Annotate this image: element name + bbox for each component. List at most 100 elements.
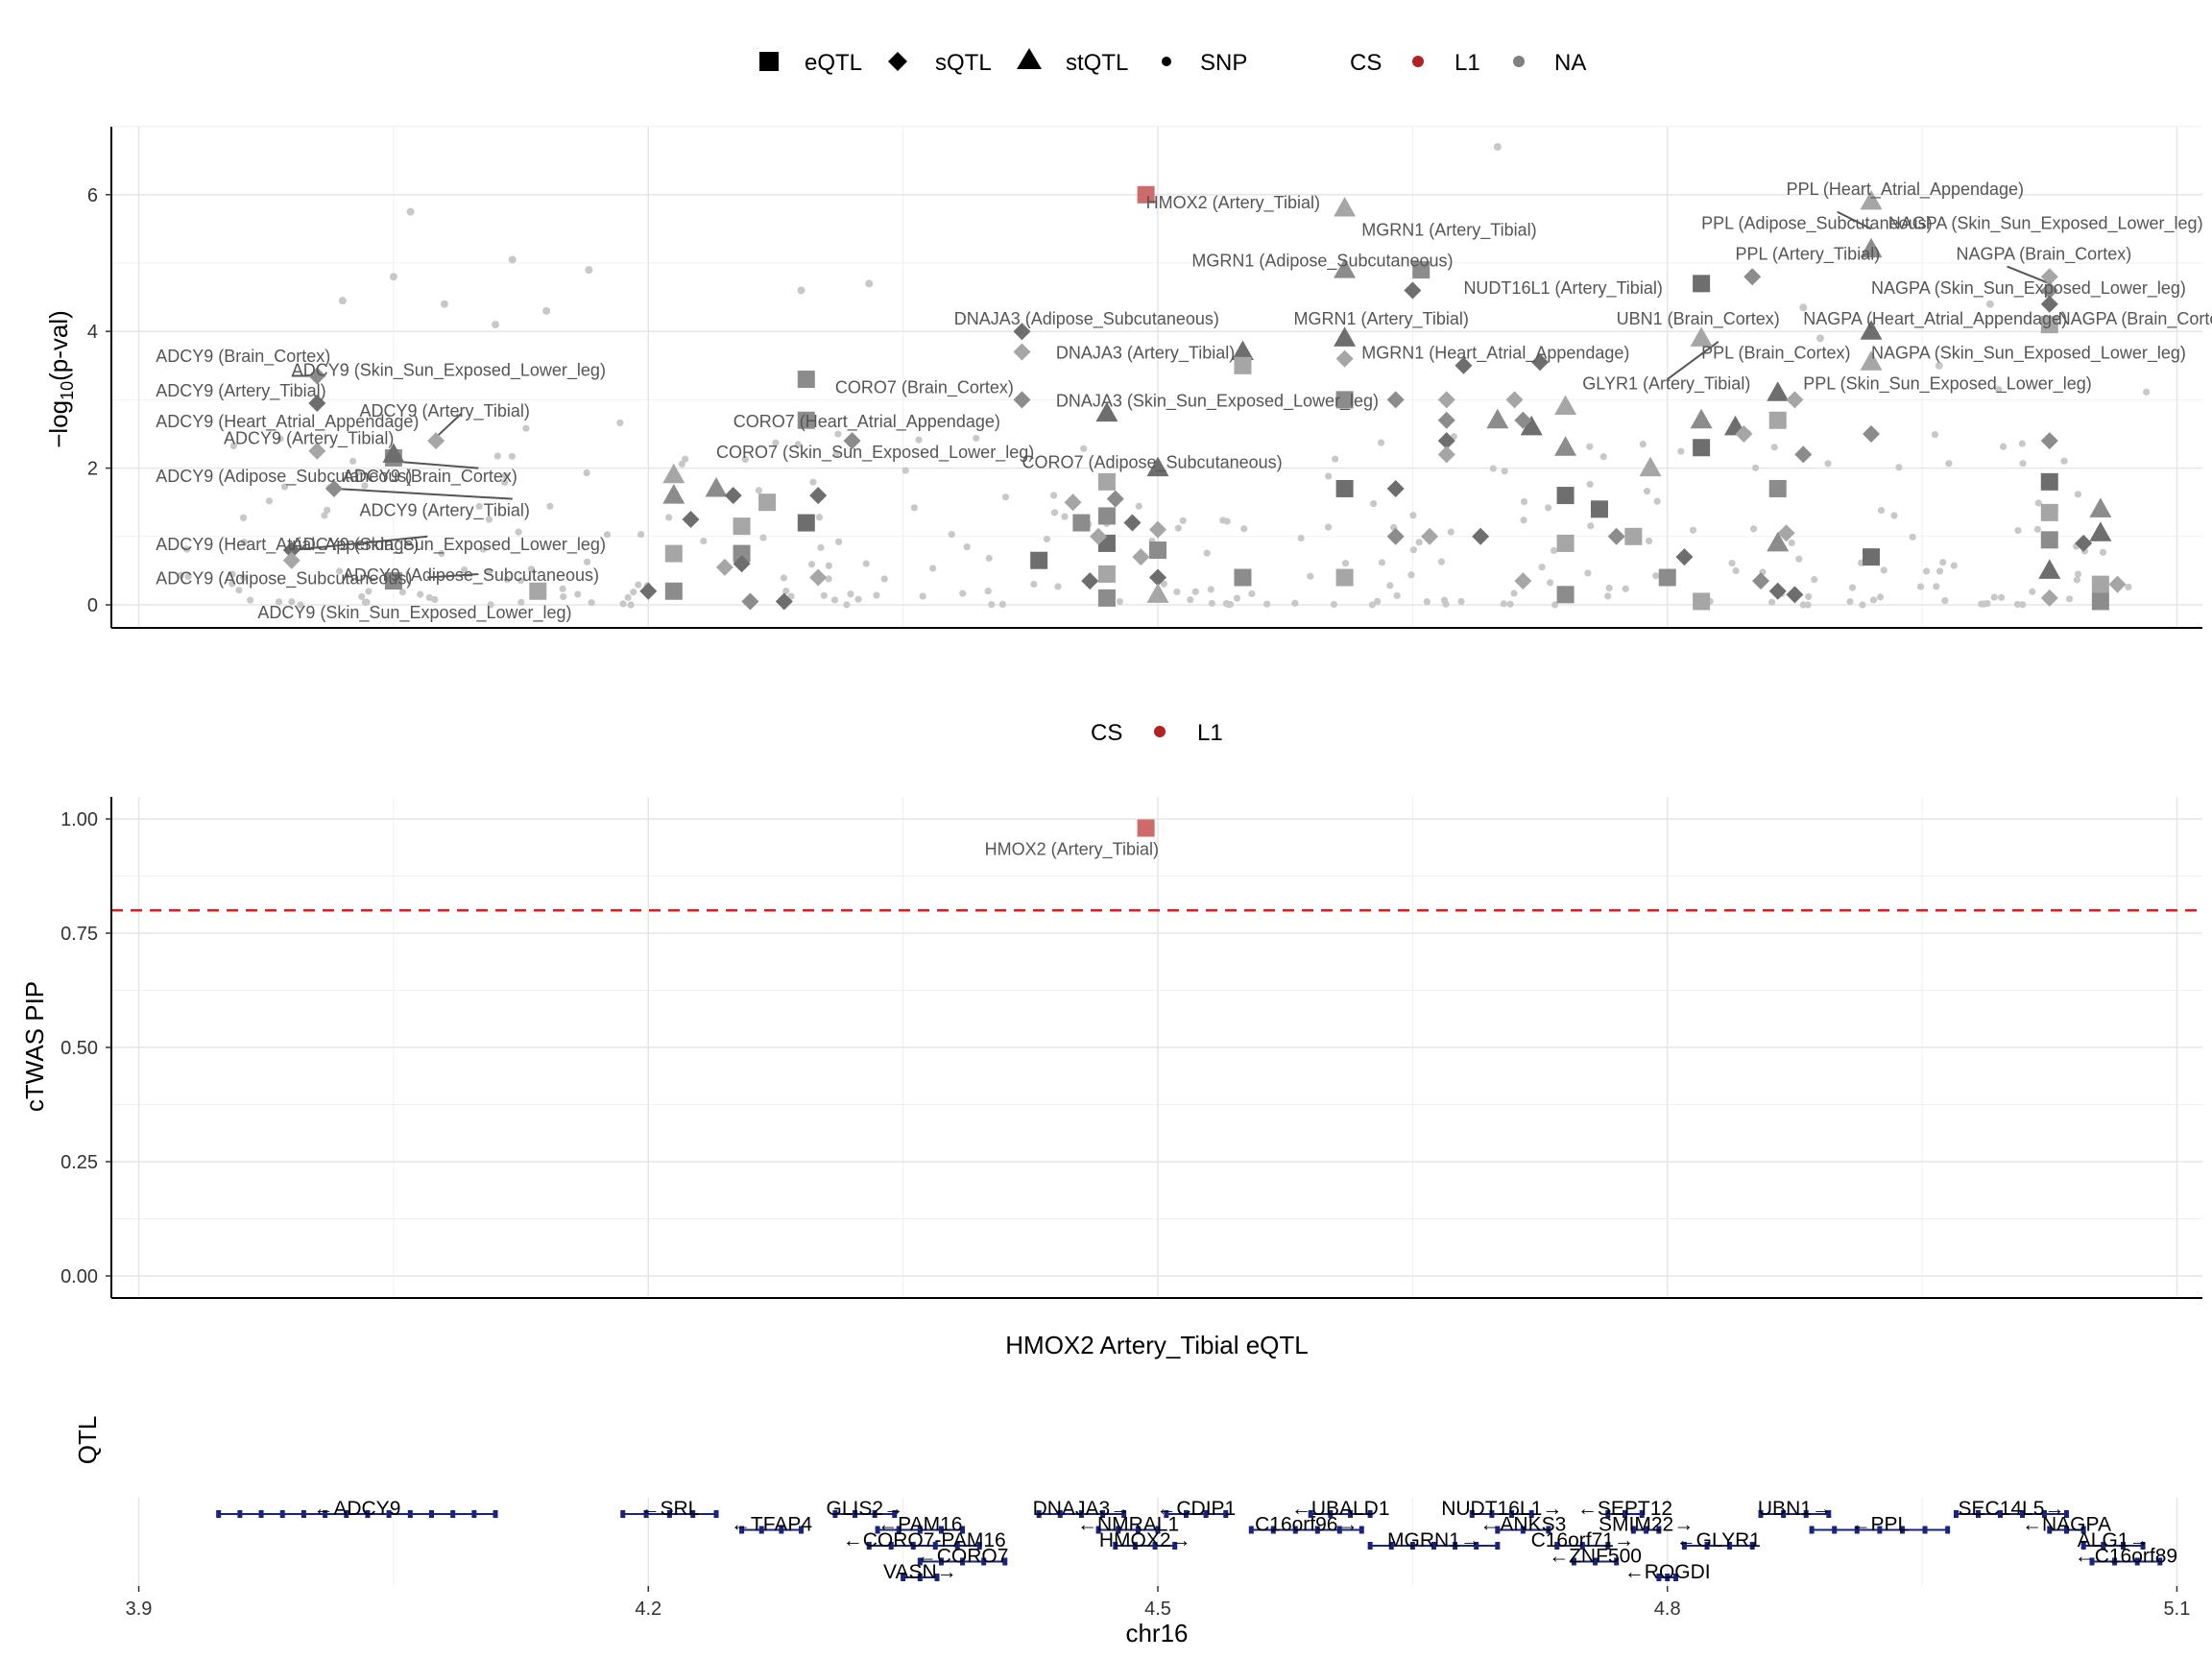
eqtl-point [733,517,751,536]
gene-exon [620,1510,626,1518]
label-connector [2007,265,2051,285]
snp-dot [288,598,296,606]
gene-label: ←TFAP4 [731,1514,813,1536]
gene-exon [917,1574,923,1581]
sqtl-point [308,367,326,385]
sqtl-point [2040,589,2058,607]
snp-dot [948,531,955,539]
snp-dot [527,565,535,573]
gene-exon [386,1510,392,1518]
snp-dot [585,266,593,275]
snp-dot [2019,601,2027,609]
legend-cs-title: CS [1350,50,1382,76]
sqtl-point [1386,479,1405,497]
snp-dot [1980,600,1987,608]
eqtl-point [2040,472,2058,491]
snp-dot [759,534,767,541]
label-connector [1837,210,1872,230]
gene-exon [1057,1510,1063,1518]
snp-dot [1945,460,1953,468]
gene-exon [892,1510,898,1518]
gene-exon [1877,1526,1883,1534]
gene-exon [1078,1510,1084,1518]
snp-dot [1732,566,1740,575]
gene-exon [832,1510,838,1518]
snp-dot [417,590,424,598]
snp-dot [1135,502,1142,510]
gene-exon [666,1510,672,1518]
snp-dot [517,577,525,585]
snp-dot [335,567,344,575]
gene-label: C16orf71→ [1531,1529,1634,1551]
snp-dot [1173,588,1181,596]
snp-dot [835,538,843,545]
sqtl-point [1064,493,1082,512]
gene-exon [1358,1526,1364,1534]
sqtl-point [308,394,326,412]
gene-exon [1155,1526,1161,1534]
x-tick-label: 4.2 [635,1599,661,1620]
gene-exon [1270,1526,1276,1534]
snp-dot [1931,431,1939,439]
gene-exon [301,1510,306,1518]
eqtl-point [1693,592,1711,611]
snp-dot [486,568,493,576]
snp-dot [787,592,795,600]
gene-exon [1803,1510,1809,1518]
gene-track-panel: HMOX2 Artery_Tibial eQTL QTL ←ADCY9 ←SRL←… [73,1331,2190,1647]
snp-dot [854,595,862,603]
snp-dot [2074,570,2082,578]
gene-label: ←ROGDI [1624,1561,1711,1583]
snp-dot [1054,583,1062,590]
snp-dot [1191,588,1199,595]
snp-dot [1409,546,1417,554]
snp-dot [485,516,493,523]
gene-exon [1002,1557,1008,1566]
sqtl-point [809,568,828,587]
gene-exon [934,1574,940,1581]
gene-exon [1922,1526,1928,1534]
snp-dot [1219,517,1227,524]
gene-exon [2047,1526,2053,1534]
snp-dot [637,530,645,539]
gene-exon [1605,1510,1611,1518]
gene-exon [2134,1557,2140,1566]
snp-dot [1950,562,1958,569]
snp-dot [880,575,888,583]
snp-dot [1370,500,1378,508]
gene-exon [1409,1542,1415,1550]
snp-dot [1546,579,1554,587]
snp-dot [1307,572,1314,580]
snp-dot [1324,523,1333,531]
snp-dot [1909,533,1916,541]
sqtl-point [2108,575,2127,593]
gene-exon [888,1542,894,1550]
snp-dot [1811,576,1818,584]
snp-dot [398,589,406,596]
snp-dot [902,467,909,474]
gene-label: ←NAGPA [2022,1514,2111,1536]
eqtl-point [1693,439,1711,457]
gene-label: MGRN1→ [1387,1529,1480,1551]
gene-exon [1474,1542,1479,1550]
sqtl-point [1531,353,1550,372]
snp-dot [1409,512,1417,519]
snp-dot [559,585,566,592]
snp-dot [985,554,993,563]
snp-dot [1815,334,1824,343]
snp-dot [475,502,483,511]
snp-dot [406,207,415,216]
sqtl-point [1404,281,1422,300]
snp-dot [834,430,842,438]
y-tick-label: 4 [87,322,98,343]
gene-exon [938,1526,944,1534]
stqtl-point [1767,531,1790,552]
sqtl-point [1421,527,1439,545]
eqtl-point [2091,575,2109,593]
gene-exon [853,1510,858,1518]
gene-exon [1997,1510,2003,1518]
stqtl-point [1520,415,1543,436]
snp-dot [2019,460,2027,468]
point-label: ADCY9 (Artery_Tibial) [360,401,530,421]
gene-exon [1113,1542,1118,1550]
